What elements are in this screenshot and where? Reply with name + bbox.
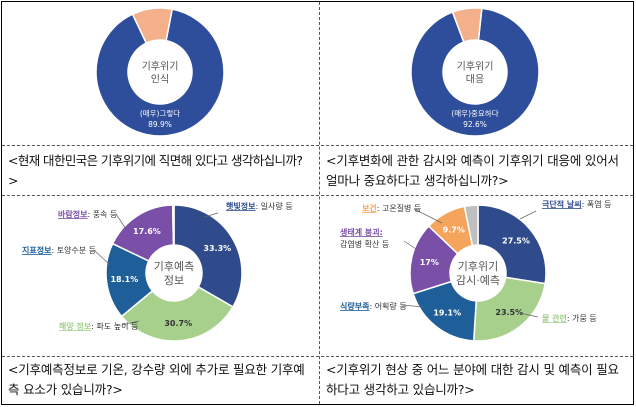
- category-label: 햇빛정보: 일사량 등: [226, 201, 293, 211]
- category-label: 바람정보: 풍속 등: [58, 209, 117, 219]
- value-label: 9.7%: [443, 225, 465, 234]
- question-1: <현재 대한민국은 기후위기에 직면해 있다고 생각하십니까?>: [8, 153, 303, 188]
- question-4: <기후위기 현상 중 어느 분야에 대한 감시 및 예측이 필요하다고 생각하고…: [326, 362, 619, 397]
- category-detail: : 토양수분 등: [51, 246, 96, 255]
- center-label: 기후위기: [458, 260, 498, 273]
- category-detail: : 일사량 등: [255, 201, 292, 211]
- divider-1: [2, 145, 633, 146]
- category-label: 극단적 날씨: 폭염 등: [542, 199, 611, 209]
- vertical-divider: [319, 2, 320, 404]
- center-label: 기후위기: [142, 60, 179, 73]
- category-detail: 감염병 확산 등: [340, 239, 389, 249]
- category-label: 식량부족: 어획량 등: [340, 301, 407, 311]
- category-detail: : 풍속 등: [87, 210, 117, 219]
- divider-2: [2, 195, 633, 196]
- leader-line: [93, 249, 111, 266]
- category-name: 식량부족: [340, 301, 370, 311]
- category-detail: : 고온질병 등: [377, 204, 422, 213]
- center-label: 감시·예측: [456, 274, 500, 287]
- leader-line: [403, 240, 423, 254]
- donut-hole: [128, 40, 192, 104]
- leader-line: [401, 304, 425, 308]
- category-label: 해양 정보: 파도 높이 등: [59, 321, 138, 331]
- category-name: 바람정보: [58, 209, 88, 219]
- category-detail: : 어획량 등: [369, 301, 406, 311]
- category-detail: : 파도 높이 등: [91, 321, 138, 331]
- value-label: 17%: [420, 258, 439, 267]
- value-label: 30.7%: [164, 319, 192, 328]
- leader-line: [413, 208, 443, 224]
- category-detail: : 폭염 등: [582, 200, 612, 209]
- question-2: <기후변화에 관한 감시와 예측이 기후위기 대응에 있어서 얼마나 중요하다고…: [326, 153, 619, 188]
- leader-line: [519, 210, 537, 220]
- center-label: 정보: [164, 274, 184, 287]
- value-label: 17.6%: [133, 227, 161, 236]
- value-label: (매우)중요하다: [451, 108, 498, 118]
- question-3: <기후예측정보로 기온, 강수량 외에 추가로 필요한 기후예측 요소가 있습니…: [8, 362, 305, 397]
- category-name: 햇빛정보: [226, 201, 256, 211]
- donut-hole: [146, 245, 202, 301]
- leader-line: [519, 312, 539, 318]
- category-name: 지표정보: [22, 245, 52, 255]
- category-name: 해양 정보: [59, 321, 92, 331]
- category-name: 물 관련: [542, 313, 567, 323]
- leader-line: [121, 320, 140, 326]
- center-label: 기후위기: [457, 60, 494, 73]
- value-label: 92.6%: [463, 120, 487, 129]
- category-name: 보건: [362, 203, 377, 213]
- value-label: (매우)그렇다: [140, 108, 180, 118]
- center-label: 대응: [466, 74, 484, 86]
- center-label: 기후예측: [154, 260, 194, 273]
- category-name: 극단적 날씨: [542, 199, 582, 209]
- category-label: 보건: 고온질병 등: [362, 203, 421, 213]
- value-label: 33.3%: [203, 244, 231, 253]
- value-label: 89.9%: [148, 120, 172, 129]
- donut-hole: [443, 40, 507, 104]
- category-name: 생태계 붕괴:: [340, 227, 383, 237]
- category-detail: : 가뭄 등: [567, 314, 597, 323]
- value-label: 23.5%: [495, 308, 523, 317]
- leader-line: [203, 212, 219, 218]
- divider-3: [2, 356, 633, 357]
- pie-slice-4: [171, 204, 175, 246]
- donut-hole: [450, 245, 506, 301]
- center-label: 인식: [151, 74, 169, 86]
- chart-climate-forecast-info: 기후예측정보 33.3% 30.7% 18.1% 17.6% 햇빛정보: 일사량 등해양 …: [22, 201, 293, 342]
- value-label: 27.5%: [502, 237, 530, 246]
- leader-line: [115, 213, 127, 230]
- value-label: 18.1%: [110, 275, 138, 284]
- category-label: 지표정보: 토양수분 등: [22, 245, 96, 255]
- value-label: 19.1%: [433, 308, 461, 317]
- category-label: 물 관련: 가뭄 등: [542, 313, 597, 323]
